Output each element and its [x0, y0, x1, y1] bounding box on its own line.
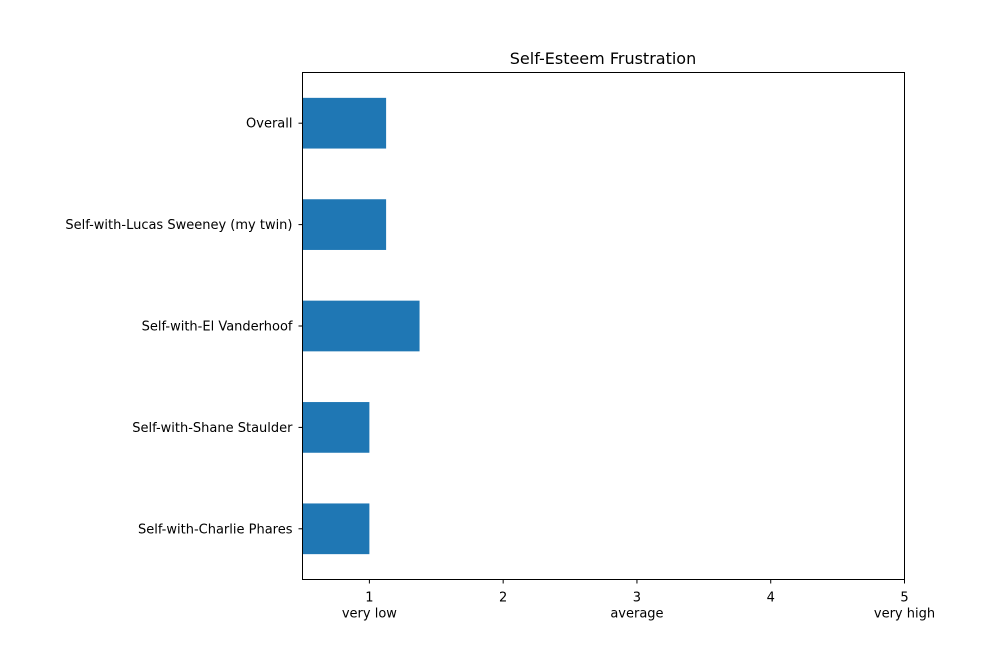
x-tick-label-0: 1 — [365, 591, 373, 606]
x-tick-sublabel-0: very low — [342, 607, 397, 622]
x-tick-sublabel-4: very high — [874, 607, 935, 622]
plot-frame — [302, 72, 905, 580]
chart-title: Self-Esteem Frustration — [510, 49, 696, 68]
x-tick-label-1: 2 — [499, 591, 507, 606]
bar-0 — [302, 97, 387, 149]
x-tick-label-4: 5 — [900, 591, 908, 606]
y-tick-label-1: Self-with-Lucas Sweeney (my twin) — [65, 218, 292, 233]
x-tick-sublabel-2: average — [610, 607, 663, 622]
bars-group — [302, 97, 420, 555]
bar-4 — [302, 503, 370, 555]
bar-3 — [302, 402, 370, 453]
bar-1 — [302, 199, 387, 250]
y-tick-label-2: Self-with-El Vanderhoof — [142, 320, 293, 335]
bar-2 — [302, 300, 420, 352]
x-tick-label-3: 4 — [767, 591, 775, 606]
y-tick-labels: Overall Self-with-Lucas Sweeney (my twin)… — [65, 117, 303, 537]
x-tick-label-2: 3 — [633, 591, 641, 606]
y-tick-label-4: Self-with-Charlie Phares — [138, 522, 293, 537]
y-tick-label-0: Overall — [246, 117, 292, 132]
y-tick-label-3: Self-with-Shane Staulder — [132, 421, 293, 436]
